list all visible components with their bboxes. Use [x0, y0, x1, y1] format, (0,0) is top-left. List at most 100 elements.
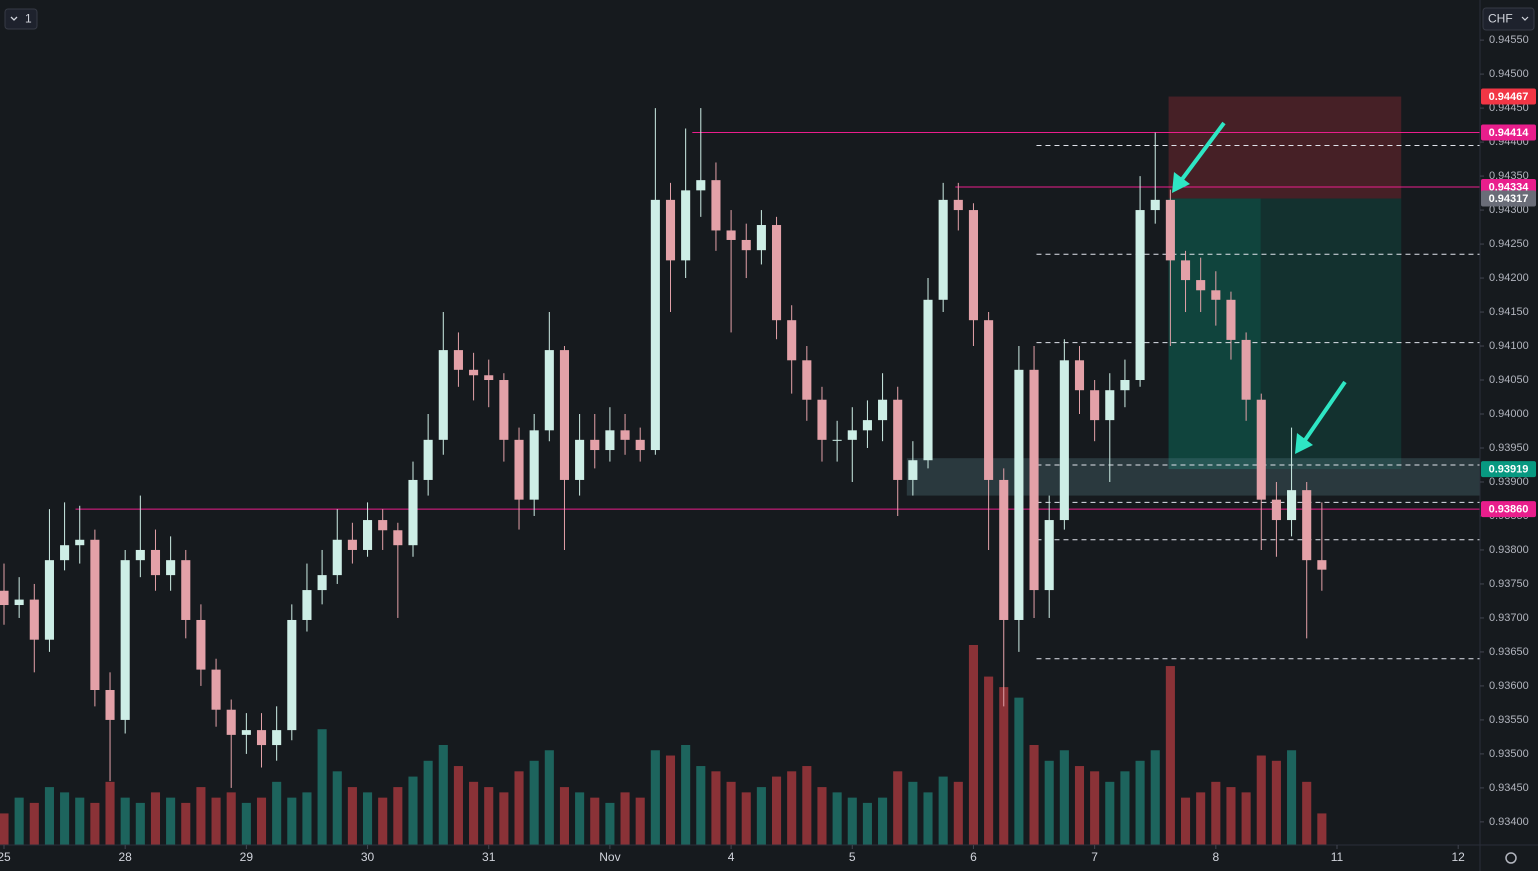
volume-bar	[893, 771, 903, 845]
candle-body	[408, 479, 418, 546]
y-tick-label: 0.93900	[1489, 476, 1529, 488]
arrows	[1172, 121, 1347, 454]
candle-body	[923, 299, 933, 461]
y-tick-label: 0.93750	[1489, 578, 1529, 590]
y-tick-label: 0.93400	[1489, 816, 1529, 828]
volume-bar	[575, 792, 585, 845]
x-tick-label: 6	[970, 850, 977, 864]
candle-body	[984, 320, 994, 480]
volume-bar	[1317, 813, 1327, 845]
candle-body	[60, 545, 70, 561]
candle-body	[802, 360, 812, 400]
y-tick-label: 0.93600	[1489, 680, 1529, 692]
candle-body	[953, 199, 963, 211]
candle-body	[226, 709, 236, 735]
volume-bar	[196, 787, 206, 845]
candle-body	[1105, 390, 1115, 421]
candle-body	[1090, 390, 1100, 421]
candle-body	[832, 439, 842, 441]
candle-body	[1302, 490, 1312, 561]
volume-bar	[256, 797, 267, 845]
axes: 0.93400 0.93450 0.93500 0.93550 0.93600 0.936…	[0, 34, 1536, 864]
volume-bar	[544, 750, 554, 845]
price-label: 0.94414	[1489, 127, 1530, 139]
candle-body	[1029, 369, 1039, 591]
candle-body	[1271, 499, 1281, 521]
candle-body	[135, 549, 145, 561]
volume-bar	[620, 792, 630, 845]
candle-body	[1256, 399, 1266, 500]
candle-body	[181, 560, 191, 620]
candle-body	[196, 619, 206, 670]
volume-bar	[741, 792, 751, 845]
volume-bar	[1120, 771, 1130, 845]
arrow	[1178, 121, 1226, 184]
candle-body	[150, 549, 161, 576]
candle-body	[211, 669, 221, 710]
volume-bar	[44, 787, 54, 845]
candle-body	[741, 239, 751, 251]
candle-body	[650, 199, 660, 451]
volume-bar	[347, 787, 357, 845]
candle-body	[771, 225, 782, 321]
volume-bar	[1150, 750, 1160, 845]
volume-bar	[862, 802, 872, 845]
volume-bar	[590, 797, 600, 845]
candle-body	[908, 460, 918, 480]
candle-body	[484, 375, 494, 381]
volume-bar	[1271, 760, 1281, 845]
candle-body	[499, 380, 509, 440]
candle-body	[378, 520, 388, 531]
y-tick-label: 0.94200	[1489, 272, 1529, 284]
volume-bar	[363, 792, 373, 845]
volume-bar	[423, 760, 433, 845]
settings-icon[interactable]	[1505, 852, 1517, 864]
volume-bar	[75, 797, 85, 845]
candle-body	[862, 420, 872, 431]
chevron-icon	[1521, 16, 1529, 21]
volume-bar	[756, 787, 766, 845]
candle-body	[1241, 339, 1251, 400]
candle-body	[726, 230, 736, 240]
interval-button[interactable]	[4, 8, 38, 30]
volume-bar	[499, 792, 509, 845]
volume-bar	[438, 745, 448, 845]
candle-body	[590, 439, 600, 451]
volume-bar	[150, 792, 161, 845]
candle-body	[817, 399, 827, 440]
candle-body	[1014, 369, 1024, 620]
candle-body	[363, 520, 373, 550]
volume-bar	[1211, 781, 1221, 845]
candle-body	[893, 399, 903, 480]
zone-box	[1168, 198, 1261, 470]
volume-bar	[1226, 787, 1236, 845]
price-label: 0.94317	[1489, 193, 1529, 205]
volume-bar	[29, 802, 39, 845]
candle-body	[575, 439, 585, 480]
x-tick-label: 4	[728, 850, 735, 864]
volume-bar	[1165, 666, 1175, 845]
volume-bar	[1180, 797, 1191, 845]
volume-bar	[938, 776, 948, 845]
candle-body	[1317, 560, 1327, 570]
volume-bar	[453, 766, 463, 845]
volume-bar	[665, 755, 676, 845]
currency-button[interactable]	[1482, 7, 1535, 31]
volume-bar	[605, 802, 615, 845]
x-tick-label: 12	[1452, 850, 1466, 864]
volume-bar	[635, 797, 645, 845]
candle-body	[787, 320, 797, 361]
volume-bar	[1059, 750, 1069, 845]
volume-bar	[1196, 792, 1206, 845]
volume-bar	[1256, 755, 1266, 845]
volume-bar	[1135, 760, 1145, 845]
volume-bar	[1090, 771, 1100, 845]
candle-body	[302, 590, 312, 620]
volume-bar	[135, 802, 145, 845]
candle-body	[90, 539, 100, 691]
x-tick-label: 7	[1091, 850, 1098, 864]
candle-body	[469, 369, 479, 376]
x-tick-label: 11	[1331, 850, 1344, 864]
volume-bar	[484, 787, 494, 845]
price-label-box	[1481, 461, 1536, 478]
